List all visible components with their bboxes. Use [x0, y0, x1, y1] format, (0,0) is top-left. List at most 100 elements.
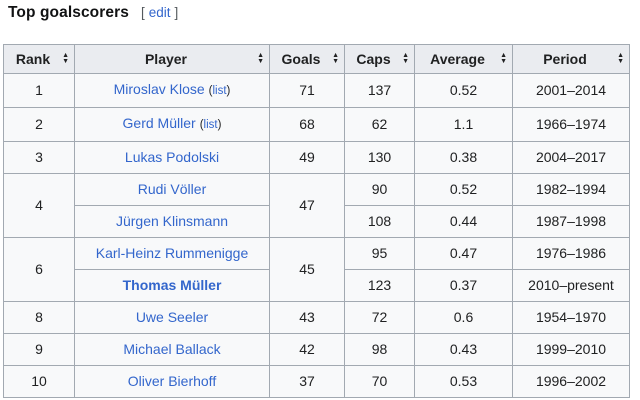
column-header-average[interactable]: Average — [414, 44, 513, 74]
period-cell: 1966–1974 — [512, 107, 630, 142]
average-cell: 0.53 — [414, 365, 513, 398]
caps-cell: 95 — [344, 237, 415, 270]
sort-icon — [332, 53, 339, 65]
table-row: Jürgen Klinsmann 108 0.44 1987–1998 — [4, 205, 630, 238]
sort-icon — [617, 53, 624, 65]
rank-cell: 3 — [3, 141, 75, 174]
period-cell: 2004–2017 — [512, 141, 630, 174]
player-cell: Gerd Müller (list) — [74, 107, 270, 142]
average-cell: 0.38 — [414, 141, 513, 174]
goals-cell: 71 — [269, 73, 345, 108]
table-row: 6 Karl-Heinz Rummenigge 45 95 0.47 1976–… — [3, 237, 630, 302]
rank-cell: 4 — [3, 173, 75, 238]
goals-cell: 37 — [269, 365, 345, 398]
caps-cell: 70 — [344, 365, 415, 398]
period-cell: 1987–1998 — [512, 205, 630, 238]
caps-cell: 130 — [344, 141, 415, 174]
average-cell: 1.1 — [414, 107, 513, 142]
period-cell: 1982–1994 — [512, 173, 630, 206]
goals-cell: 47 — [269, 173, 345, 238]
column-header-caps[interactable]: Caps — [344, 44, 415, 74]
list-link[interactable]: list — [203, 119, 218, 131]
player-cell: Miroslav Klose (list) — [74, 73, 270, 108]
goals-cell: 42 — [269, 333, 345, 366]
player-cell: Karl-Heinz Rummenigge — [74, 237, 270, 270]
goalscorers-table: Rank Player Goals Caps Average Period 1 … — [3, 44, 630, 398]
player-link[interactable]: Rudi Völler — [137, 181, 207, 197]
table-row: 1 Miroslav Klose (list) 71 137 0.52 2001–… — [3, 73, 630, 108]
column-header-period[interactable]: Period — [512, 44, 630, 74]
player-link[interactable]: Michael Ballack — [123, 341, 221, 357]
column-header-label: Goals — [281, 51, 321, 67]
table-row: 4 Rudi Völler 47 90 0.52 1982–1994 — [3, 173, 630, 238]
column-header-label: Rank — [15, 51, 51, 67]
column-header-label: Period — [543, 51, 587, 67]
player-link[interactable]: Miroslav Klose — [113, 81, 205, 97]
player-link[interactable]: Karl-Heinz Rummenigge — [95, 245, 249, 261]
edit-link[interactable]: edit — [148, 5, 171, 20]
average-cell: 0.37 — [414, 269, 513, 302]
caps-cell: 108 — [344, 205, 415, 238]
table-row: 3 Lukas Podolski 49 130 0.38 2004–2017 — [3, 141, 630, 174]
period-cell: 2010–present — [512, 269, 630, 302]
period-cell: 1999–2010 — [512, 333, 630, 366]
list-link[interactable]: list — [212, 85, 227, 97]
page-title: Top goalscorers — [8, 4, 129, 21]
player-cell: Michael Ballack — [74, 333, 270, 366]
table-row: 2 Gerd Müller (list) 68 62 1.1 1966–1974 — [3, 107, 630, 142]
rank-cell: 6 — [3, 237, 75, 302]
rank-cell: 9 — [3, 333, 75, 366]
goals-cell: 45 — [269, 237, 345, 302]
table-row: Thomas Müller 123 0.37 2010–present — [4, 269, 630, 302]
section-heading: Top goalscorers [edit] — [8, 3, 632, 23]
rank-cell: 1 — [3, 73, 75, 108]
player-link[interactable]: Jürgen Klinsmann — [115, 213, 229, 229]
edit-section: [edit] — [141, 3, 178, 23]
goals-cell: 49 — [269, 141, 345, 174]
table-row: 10 Oliver Bierhoff 37 70 0.53 1996–2002 — [3, 365, 630, 398]
edit-bracket-open: [ — [140, 5, 145, 20]
rank-cell: 2 — [3, 107, 75, 142]
list-note: (list) — [200, 119, 222, 131]
period-cell: 1954–1970 — [512, 301, 630, 334]
average-cell: 0.52 — [414, 173, 513, 206]
average-cell: 0.52 — [414, 73, 513, 108]
list-note: (list) — [209, 85, 231, 97]
player-link[interactable]: Uwe Seeler — [135, 309, 209, 325]
paren-close: ) — [217, 119, 222, 131]
rank-cell: 8 — [3, 301, 75, 334]
player-link[interactable]: Oliver Bierhoff — [127, 373, 217, 389]
player-cell: Oliver Bierhoff — [74, 365, 270, 398]
player-link[interactable]: Gerd Müller — [122, 115, 196, 131]
column-header-rank[interactable]: Rank — [3, 44, 75, 74]
player-cell: Uwe Seeler — [74, 301, 270, 334]
paren-close: ) — [226, 85, 231, 97]
caps-cell: 98 — [344, 333, 415, 366]
sort-icon — [62, 53, 69, 65]
average-cell: 0.47 — [414, 237, 513, 270]
column-header-goals[interactable]: Goals — [269, 44, 345, 74]
player-cell: Lukas Podolski — [74, 141, 270, 174]
goals-cell: 43 — [269, 301, 345, 334]
sort-icon — [257, 53, 264, 65]
player-link[interactable]: Thomas Müller — [122, 277, 222, 293]
rank-cell: 10 — [3, 365, 75, 398]
player-cell: Thomas Müller — [74, 269, 270, 302]
player-cell: Rudi Völler — [74, 173, 270, 206]
sort-icon — [500, 53, 507, 65]
average-cell: 0.6 — [414, 301, 513, 334]
paren-open: ( — [199, 119, 204, 131]
paren-open: ( — [208, 85, 213, 97]
table-row: 9 Michael Ballack 42 98 0.43 1999–2010 — [3, 333, 630, 366]
average-cell: 0.44 — [414, 205, 513, 238]
period-cell: 1996–2002 — [512, 365, 630, 398]
caps-cell: 62 — [344, 107, 415, 142]
header-row: Rank Player Goals Caps Average Period — [3, 44, 630, 74]
player-link[interactable]: Lukas Podolski — [124, 149, 220, 165]
period-cell: 1976–1986 — [512, 237, 630, 270]
edit-bracket-close: ] — [174, 5, 179, 20]
table-row: 8 Uwe Seeler 43 72 0.6 1954–1970 — [3, 301, 630, 334]
caps-cell: 72 — [344, 301, 415, 334]
column-header-player[interactable]: Player — [74, 44, 270, 74]
